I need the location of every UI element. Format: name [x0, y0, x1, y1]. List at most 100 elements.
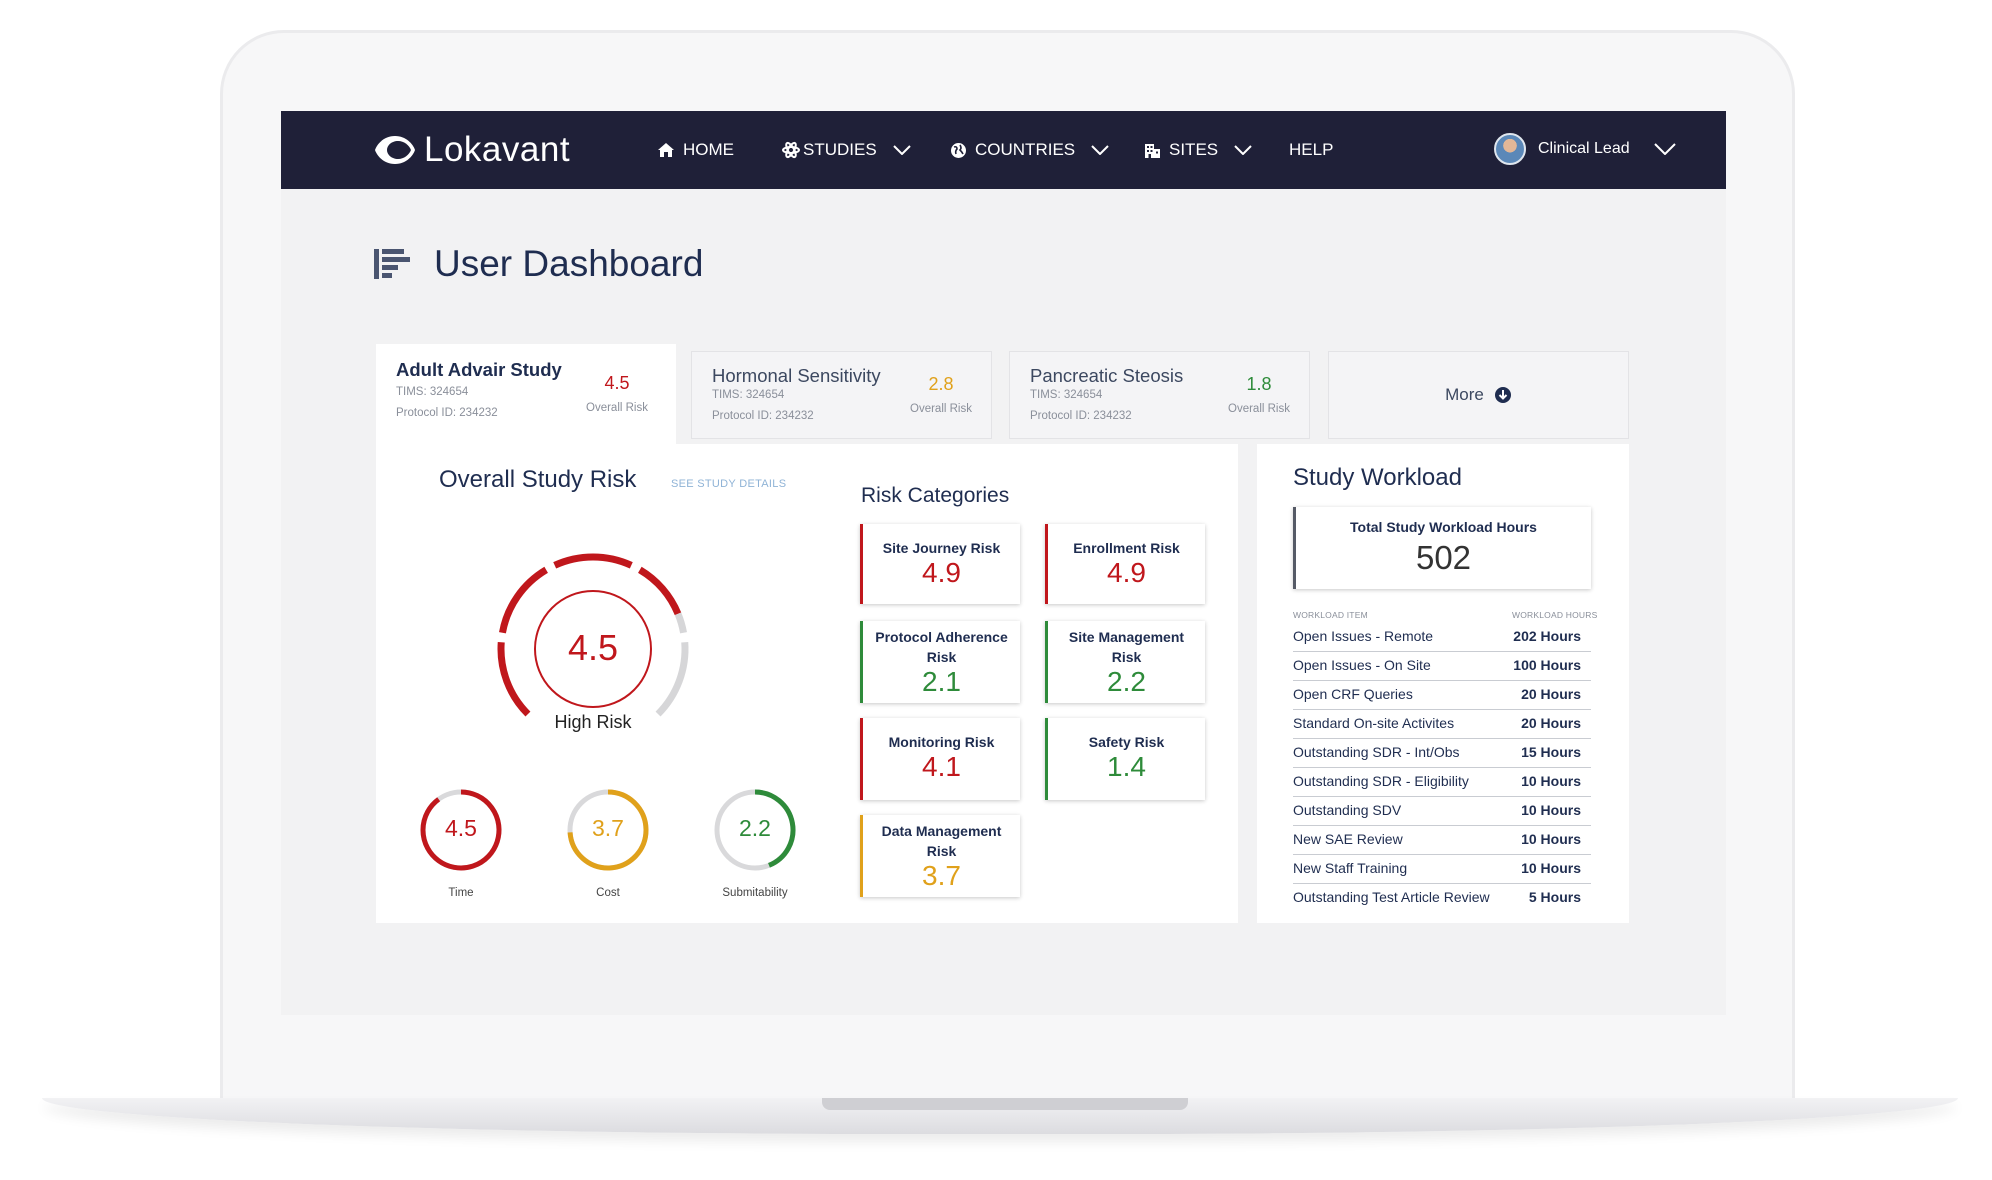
- risk-card-value: 4.9: [922, 557, 961, 588]
- overall-risk-status: High Risk: [554, 712, 632, 732]
- risk-card-label: Enrollment Risk: [1073, 540, 1180, 556]
- atom-icon: [782, 141, 800, 159]
- gauge-fill: [567, 789, 649, 871]
- study-tab-adult-advair[interactable]: Adult Advair Study TIMS: 324654 Protocol…: [376, 344, 676, 444]
- nav-help[interactable]: HELP: [1289, 138, 1333, 162]
- workload-hours: 20 Hours: [1521, 715, 1581, 731]
- nav-countries[interactable]: COUNTRIES: [950, 138, 1109, 162]
- gauge-fill: [420, 789, 502, 871]
- nav-studies-label: STUDIES: [803, 140, 877, 159]
- study-tab-hormonal-sensitivity[interactable]: Hormonal Sensitivity TIMS: 324654 Protoc…: [691, 351, 992, 439]
- study-risk-label: Overall Risk: [910, 403, 972, 415]
- nav-sites[interactable]: SITES: [1144, 138, 1252, 162]
- workload-hours: 10 Hours: [1521, 802, 1581, 818]
- risk-card-value: 4.9: [1107, 557, 1146, 588]
- gauge-segment-filled: [553, 553, 633, 569]
- risk-card-label: Site Journey Risk: [882, 540, 1001, 556]
- workload-hours: 100 Hours: [1513, 657, 1581, 673]
- risk-card-protocol-adherence[interactable]: Protocol Adherence Risk 2.1: [860, 621, 1020, 703]
- home-icon: [657, 142, 675, 158]
- nav-help-label: HELP: [1289, 140, 1334, 159]
- nav-home[interactable]: HOME: [657, 138, 734, 162]
- risk-card-value: 1.4: [1107, 751, 1146, 782]
- workload-hours: 10 Hours: [1521, 773, 1581, 789]
- study-tims: TIMS: 324654: [1030, 389, 1103, 401]
- top-navbar: Lokavant HOME STUDIES COUNTRIES: [281, 111, 1726, 189]
- gauge-segment-filled: [637, 566, 682, 616]
- risk-card-label: Site Management Risk: [1068, 629, 1185, 665]
- study-protocol: Protocol ID: 234232: [1030, 410, 1132, 422]
- workload-total-value: 502: [1415, 539, 1472, 576]
- workload-col-hours: WORKLOAD HOURS: [1512, 610, 1598, 620]
- study-protocol: Protocol ID: 234232: [712, 410, 814, 422]
- workload-hours: 5 Hours: [1528, 889, 1581, 905]
- building-icon: [1144, 142, 1161, 159]
- gauge-segment-empty: [655, 642, 689, 717]
- workload-row: Open Issues - Remote 202 Hours: [1293, 624, 1591, 652]
- workload-item: New SAE Review: [1293, 831, 1403, 847]
- workload-row: Outstanding Test Article Review 5 Hours: [1293, 885, 1591, 913]
- risk-card-value: 2.2: [1107, 666, 1146, 697]
- gauge-segment-filled: [499, 566, 549, 634]
- gauge-fill: [754, 789, 796, 868]
- gauge-segment-filled: [497, 642, 531, 717]
- workload-item: Open CRF Queries: [1293, 686, 1413, 702]
- risk-card-site-journey[interactable]: Site Journey Risk 4.9: [860, 524, 1020, 604]
- overall-risk-panel: Overall Study Risk SEE STUDY DETAILS 4.5…: [376, 444, 1238, 923]
- study-tab-pancreatic-steosis[interactable]: Pancreatic Steosis TIMS: 324654 Protocol…: [1009, 351, 1310, 439]
- workload-hours: 202 Hours: [1513, 628, 1581, 644]
- more-label: More: [1445, 385, 1484, 404]
- workload-total-label: Total Study Workload Hours: [1350, 519, 1537, 535]
- study-tims: TIMS: 324654: [396, 386, 469, 398]
- workload-hours: 10 Hours: [1521, 860, 1581, 876]
- study-risk-label: Overall Risk: [586, 402, 648, 414]
- workload-row: Outstanding SDV 10 Hours: [1293, 798, 1591, 826]
- study-risk-value: 1.8: [1246, 374, 1272, 394]
- risk-card-label: Safety Risk: [1088, 734, 1165, 750]
- submitability-gauge-value: 2.2: [739, 815, 771, 841]
- eye-logo-icon: [375, 136, 415, 164]
- workload-item: Outstanding SDR - Int/Obs: [1293, 744, 1460, 760]
- study-name: Hormonal Sensitivity: [712, 365, 881, 386]
- risk-card-label: Data Management Risk: [881, 823, 1002, 859]
- workload-total-card: Total Study Workload Hours 502: [1293, 507, 1591, 589]
- time-gauge-label: Time: [448, 887, 474, 899]
- cost-gauge-value: 3.7: [592, 815, 624, 841]
- cost-gauge: [567, 789, 649, 871]
- workload-hours: 20 Hours: [1521, 686, 1581, 702]
- risk-card-value: 3.7: [922, 860, 961, 891]
- workload-hours: 15 Hours: [1521, 744, 1581, 760]
- submitability-gauge: [714, 789, 796, 871]
- chevron-down-icon: [892, 145, 911, 155]
- user-menu[interactable]: Clinical Lead: [1494, 133, 1676, 165]
- study-risk-label: Overall Risk: [1228, 403, 1290, 415]
- chevron-down-icon: [1234, 145, 1252, 155]
- risk-card-label: Monitoring Risk: [888, 734, 995, 750]
- workload-row: Open CRF Queries 20 Hours: [1293, 682, 1591, 710]
- study-protocol: Protocol ID: 234232: [396, 407, 498, 419]
- workload-row: Open Issues - On Site 100 Hours: [1293, 653, 1591, 681]
- study-name: Adult Advair Study: [396, 359, 562, 380]
- see-study-details-link[interactable]: SEE STUDY DETAILS: [671, 478, 787, 490]
- workload-row: New SAE Review 10 Hours: [1293, 827, 1591, 855]
- nav-studies[interactable]: STUDIES: [782, 138, 911, 162]
- workload-item: Open Issues - On Site: [1293, 657, 1431, 673]
- study-tims: TIMS: 324654: [712, 389, 785, 401]
- nav-home-label: HOME: [683, 140, 734, 159]
- app-screen: Lokavant HOME STUDIES COUNTRIES: [281, 111, 1726, 1015]
- workload-item: Outstanding SDR - Eligibility: [1293, 773, 1469, 789]
- nav-sites-label: SITES: [1169, 140, 1219, 159]
- workload-row: Outstanding SDR - Int/Obs 15 Hours: [1293, 740, 1591, 768]
- risk-card-enrollment[interactable]: Enrollment Risk 4.9: [1045, 524, 1205, 604]
- workload-col-item: WORKLOAD ITEM: [1293, 610, 1368, 620]
- time-gauge: [420, 789, 502, 871]
- risk-card-monitoring[interactable]: Monitoring Risk 4.1: [860, 718, 1020, 800]
- risk-card-data-management[interactable]: Data Management Risk 3.7: [860, 815, 1020, 897]
- workload-row: New Staff Training 10 Hours: [1293, 856, 1591, 884]
- chevron-down-icon: [1091, 145, 1109, 155]
- more-studies-button[interactable]: More: [1328, 351, 1629, 439]
- brand-logo[interactable]: Lokavant: [374, 130, 570, 169]
- risk-card-safety[interactable]: Safety Risk 1.4: [1045, 718, 1205, 800]
- risk-card-site-management[interactable]: Site Management Risk 2.2: [1045, 621, 1205, 703]
- dashboard-icon: [374, 249, 410, 279]
